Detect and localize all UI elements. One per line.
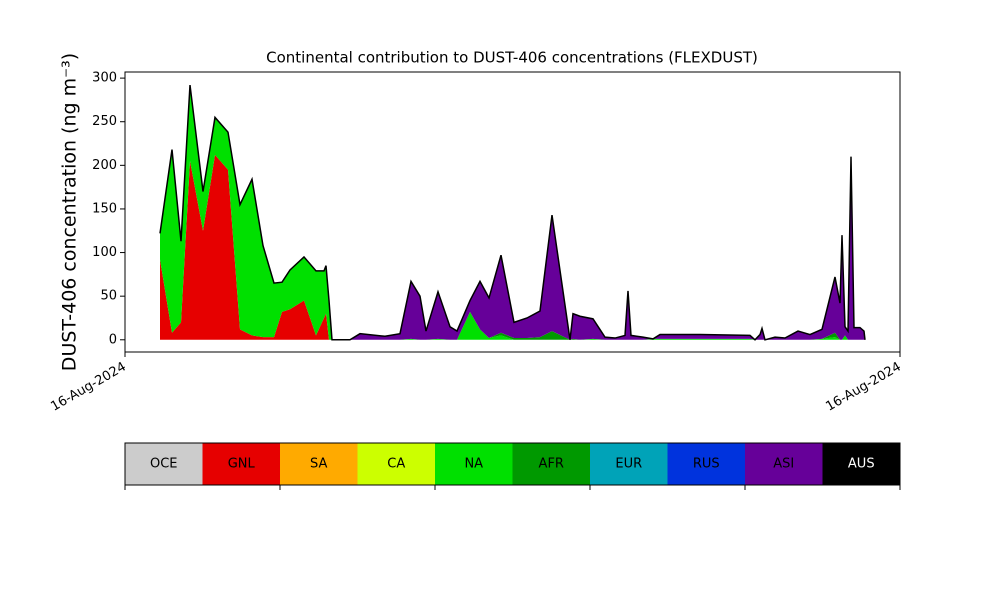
colorbar-label: GNL bbox=[228, 457, 256, 472]
y-tick-label: 100 bbox=[92, 245, 117, 260]
colorbar-ticks bbox=[124, 485, 901, 490]
colorbar-cell bbox=[512, 443, 590, 485]
colorbar-cell bbox=[357, 443, 435, 485]
colorbar-frame bbox=[124, 442, 901, 486]
area bbox=[160, 85, 865, 340]
colorbar-cell bbox=[202, 443, 280, 485]
x-tick-label: 16-Aug-2024 bbox=[823, 360, 903, 415]
colorbar-cell bbox=[745, 443, 823, 485]
colorbar-cell bbox=[667, 443, 745, 485]
colorbar-label: RUS bbox=[693, 457, 720, 472]
area bbox=[160, 154, 865, 340]
y-tick-label: 0 bbox=[109, 332, 117, 347]
chart-title: Continental contribution to DUST-406 con… bbox=[266, 49, 758, 67]
colorbar-label: AUS bbox=[848, 457, 875, 472]
colorbar-label: OCE bbox=[150, 457, 178, 472]
y-tick-label: 200 bbox=[92, 158, 117, 173]
colorbar-cell bbox=[435, 443, 513, 485]
colorbar-label: EUR bbox=[615, 457, 642, 472]
y-tick-label: 150 bbox=[92, 201, 117, 216]
total-outline bbox=[159, 84, 866, 341]
colorbar-cell bbox=[590, 443, 668, 485]
y-tick-label: 300 bbox=[92, 71, 117, 86]
y-axis-label: DUST-406 concentration (ng m⁻³) bbox=[59, 53, 81, 371]
colorbar-label: SA bbox=[310, 457, 327, 472]
y-tick-label: 250 bbox=[92, 114, 117, 129]
colorbar-label: AFR bbox=[539, 457, 564, 472]
y-tick-label: 50 bbox=[100, 289, 117, 304]
colorbar-cell bbox=[125, 443, 203, 485]
colorbar-label: CA bbox=[387, 457, 405, 472]
colorbar-label: ASI bbox=[773, 457, 794, 472]
colorbar-cell bbox=[280, 443, 358, 485]
colorbar-cell bbox=[822, 443, 900, 485]
colorbar-label: NA bbox=[464, 457, 483, 472]
plot-frame bbox=[124, 71, 901, 353]
